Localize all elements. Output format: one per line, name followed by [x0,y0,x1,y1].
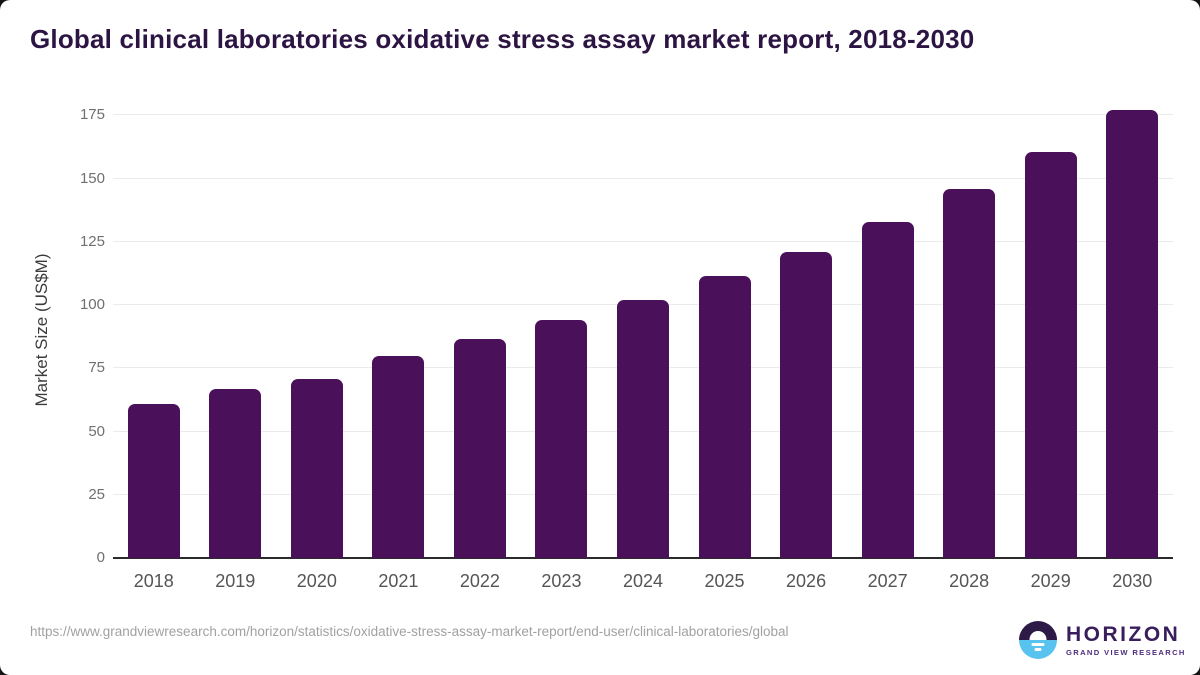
page-title: Global clinical laboratories oxidative s… [30,24,975,54]
bar-2029[interactable] [1024,152,1077,558]
y-tick-label: 0 [96,549,105,566]
x-tick-label: 2025 [704,571,745,591]
horizon-line-icon [1031,643,1045,646]
logo-wordmark: HORIZON GRAND VIEW RESEARCH [1066,622,1186,657]
horizon-logo-icon [1019,621,1057,659]
x-tick-label: 2024 [622,571,663,591]
bar-2024[interactable] [617,299,669,558]
x-tick-label: 2028 [949,571,990,591]
x-tick-label: 2022 [459,571,500,591]
y-tick-label: 150 [79,169,105,187]
logo-subtext: GRAND VIEW RESEARCH [1066,647,1186,657]
horizon-line-icon [1034,648,1042,651]
y-tick-label: 100 [79,296,105,314]
x-tick-label: 2029 [1030,571,1071,591]
sun-dome-icon [1029,631,1047,640]
bar-2023[interactable] [535,320,588,558]
y-tick-label: 175 [79,106,105,124]
x-tick-label: 2021 [378,571,419,591]
x-tick-label: 2026 [786,571,827,591]
bar-2019[interactable] [209,388,262,558]
bar-2020[interactable] [290,379,343,558]
bar-2028[interactable] [943,189,996,558]
y-tick-label: 125 [79,232,105,250]
bar-2018[interactable] [127,403,180,558]
plot-area [113,98,1173,559]
x-tick-label: 2030 [1112,571,1153,591]
bar-2030[interactable] [1106,110,1159,558]
x-tick-label: 2027 [867,571,908,591]
y-tick-label: 75 [88,359,105,377]
horizon-logo[interactable]: HORIZON GRAND VIEW RESEARCH [1019,620,1186,660]
logo-wordmark-text: HORIZON [1066,622,1181,646]
bar-2027[interactable] [861,221,914,558]
x-tick-label: 2019 [215,571,256,591]
bar-2022[interactable] [453,339,506,558]
gridline [113,240,1173,242]
bar-2026[interactable] [780,251,833,558]
gridline [113,177,1173,179]
gridline [113,114,1173,116]
x-axis: 2018 2019 2020 2021 2022 2023 2024 2025 2026 2027… [113,568,1173,594]
x-tick-label: 2023 [541,571,582,591]
source-url: https://www.grandviewresearch.com/horizo… [30,624,789,639]
y-axis: 0 25 50 75 100 125 150 175 [0,98,105,566]
x-axis-line [113,557,1173,559]
bar-2025[interactable] [698,275,751,558]
y-tick-label: 25 [88,485,105,503]
x-tick-label: 2018 [133,571,174,591]
bar-2021[interactable] [372,355,425,558]
y-tick-label: 50 [88,422,105,440]
x-tick-label: 2020 [296,571,337,591]
